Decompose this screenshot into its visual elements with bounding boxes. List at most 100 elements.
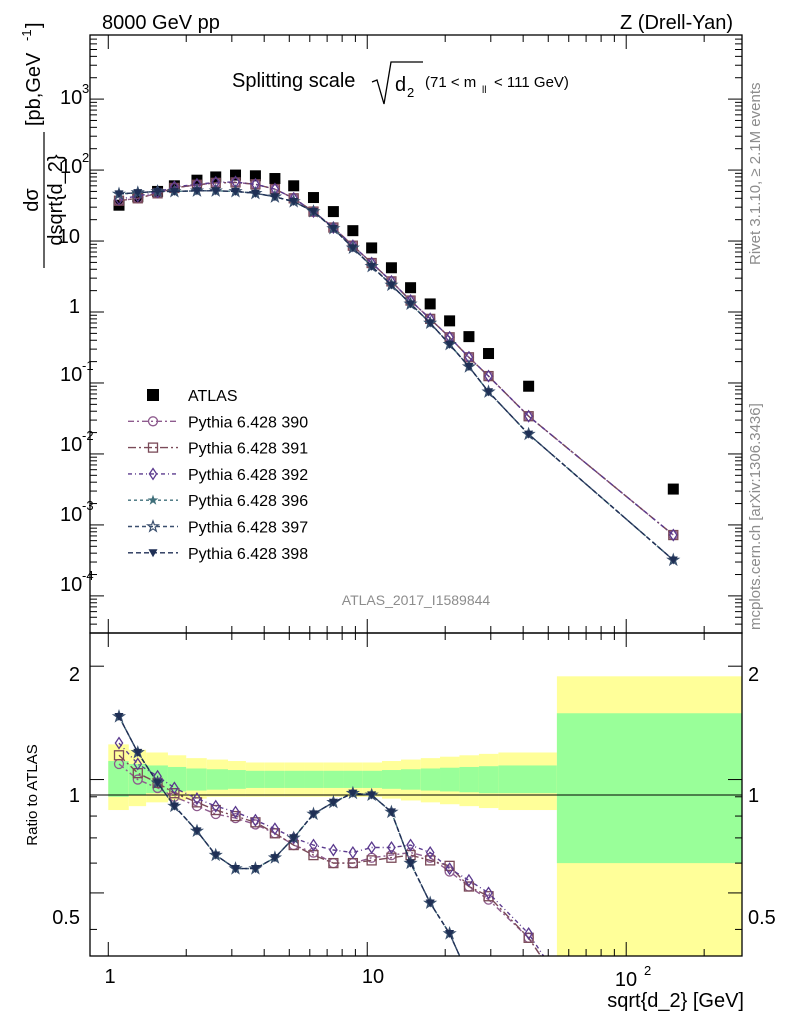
xtick-10: 10 <box>362 966 384 988</box>
main-point-s6-5 <box>211 187 221 196</box>
ratio-point-s5-18 <box>464 971 475 981</box>
main-point-s0-21 <box>667 483 679 495</box>
main-series <box>111 169 681 567</box>
ratio-point-s6-2 <box>153 779 163 788</box>
band-inner-12 <box>343 770 363 788</box>
ytick-10: 10 <box>58 226 80 248</box>
band-inner-10 <box>304 770 324 788</box>
ratio-point-s3-6 <box>231 805 240 819</box>
main-point-s0-18 <box>463 331 475 343</box>
band-inner-14 <box>381 770 401 789</box>
ratio-point-s6-0 <box>114 712 124 722</box>
ratio-point-s3-12 <box>348 845 358 860</box>
main-point-s0-9 <box>288 180 300 192</box>
ytick-1e2-exp: 2 <box>82 150 89 165</box>
x-tick-labels: 1 10 10 2 <box>104 963 651 991</box>
ratio-point-s2-20 <box>523 932 534 943</box>
ytick-1e-3-exp: -3 <box>82 498 94 513</box>
main-point-s0-7 <box>249 170 261 182</box>
ratio-point-s2-13 <box>366 855 377 866</box>
ratio-point-s2-0 <box>113 750 125 761</box>
main-point-s6-1 <box>133 189 143 198</box>
main-point-s6-18 <box>464 363 474 372</box>
band-inner-6 <box>228 770 246 789</box>
y-axis-label-ratio: Ratio to ATLAS <box>24 744 41 845</box>
ratio-point-s2-7 <box>250 817 261 828</box>
main-point-s0-17 <box>444 315 456 327</box>
title-cut: (71 < m <box>425 74 476 91</box>
y-tick-labels-ratio: 0.5 1 2 0.5 1 2 <box>52 664 776 929</box>
ratio-point-s3-11 <box>328 843 338 857</box>
ratio-point-s6-13 <box>367 791 377 800</box>
ratio-ytick-05-right: 0.5 <box>748 907 776 929</box>
main-point-s3-21 <box>668 528 678 542</box>
band-inner-5 <box>206 769 229 790</box>
ytick-1e-1: 10 <box>60 364 82 386</box>
ratio-point-s2-16 <box>425 855 436 866</box>
y-axis-label-main: dσ dsqrt{d_2} [pb,GeV -1 ] <box>19 22 67 268</box>
ratio-point-s2-18 <box>463 881 475 892</box>
main-point-s3-19 <box>484 369 493 383</box>
band-inner-19 <box>478 766 499 794</box>
legend-marker-0 <box>147 389 159 401</box>
ratio-ytick-2-left: 2 <box>69 664 80 686</box>
mcplots-label: mcplots.cern.ch [arXiv:1306.3436] <box>747 403 764 630</box>
title-cut-sub: ll <box>482 85 486 96</box>
legend: ATLAS Pythia 6.428 390 Pythia 6.428 391 Pyt… <box>128 388 308 563</box>
main-point-s6-4 <box>192 187 202 196</box>
title-var-sub: 2 <box>407 85 414 100</box>
ytick-1e3-exp: 3 <box>82 81 89 96</box>
main-point-s6-17 <box>445 340 455 349</box>
ylabel-den: dsqrt{d_2} <box>45 154 67 246</box>
main-point-s6-16 <box>425 319 435 328</box>
ratio-point-s3-1 <box>133 757 143 771</box>
header-right: Z (Drell-Yan) <box>620 12 733 34</box>
band-inner-8 <box>264 770 285 788</box>
ratio-line-1 <box>118 763 542 956</box>
ratio-point-s3-16 <box>425 845 435 860</box>
ytick-1: 1 <box>69 296 80 318</box>
ratio-point-s6-14 <box>386 808 396 817</box>
band-inner-17 <box>440 767 460 792</box>
header-left: 8000 GeV pp <box>102 12 220 34</box>
main-point-s6-10 <box>308 207 318 217</box>
main-line-3 <box>118 181 674 536</box>
rivet-label: Rivet 3.1.10, ≥ 2.1M events <box>747 83 764 266</box>
legend-marker-6 <box>148 549 158 558</box>
ratio-point-s3-19 <box>484 886 493 900</box>
main-point-s0-16 <box>424 298 436 310</box>
ratio-line-2 <box>118 754 542 956</box>
ytick-1e-3: 10 <box>60 504 82 526</box>
ytick-1e2: 10 <box>60 156 82 178</box>
main-point-s6-19 <box>484 388 494 397</box>
watermark: ATLAS_2017_I1589844 <box>342 592 491 608</box>
main-point-s6-12 <box>348 244 358 253</box>
legend-marker-3 <box>148 467 158 481</box>
ytick-1e-4-exp: -4 <box>82 568 94 583</box>
band-inner-11 <box>323 770 344 788</box>
ratio-point-s2-17 <box>444 860 455 872</box>
ytick-1e3: 10 <box>60 87 82 109</box>
band-inner-15 <box>400 769 421 790</box>
main-point-s0-6 <box>230 169 242 181</box>
ratio-point-s2-3 <box>169 788 180 799</box>
ratio-point-s3-17 <box>445 862 454 876</box>
ratio-uncertainty-bands <box>108 676 742 956</box>
xtick-1: 1 <box>104 966 115 988</box>
main-point-s0-11 <box>327 206 339 218</box>
title-sqrt-icon <box>371 61 423 105</box>
ytick-1e-4: 10 <box>60 574 82 596</box>
main-point-s6-6 <box>231 187 241 196</box>
ratio-line-3 <box>118 742 545 956</box>
ratio-point-s6-8 <box>270 854 280 863</box>
main-point-s6-20 <box>524 430 534 439</box>
ratio-point-s6-10 <box>308 810 318 819</box>
main-point-s0-14 <box>385 262 397 274</box>
ratio-ytick-2-right: 2 <box>748 664 759 686</box>
main-point-s6-21 <box>668 556 678 565</box>
main-frame <box>89 34 743 634</box>
ratio-point-s6-5 <box>211 851 221 860</box>
ratio-point-s4-18 <box>464 971 475 981</box>
ratio-point-s6-17 <box>445 929 455 939</box>
